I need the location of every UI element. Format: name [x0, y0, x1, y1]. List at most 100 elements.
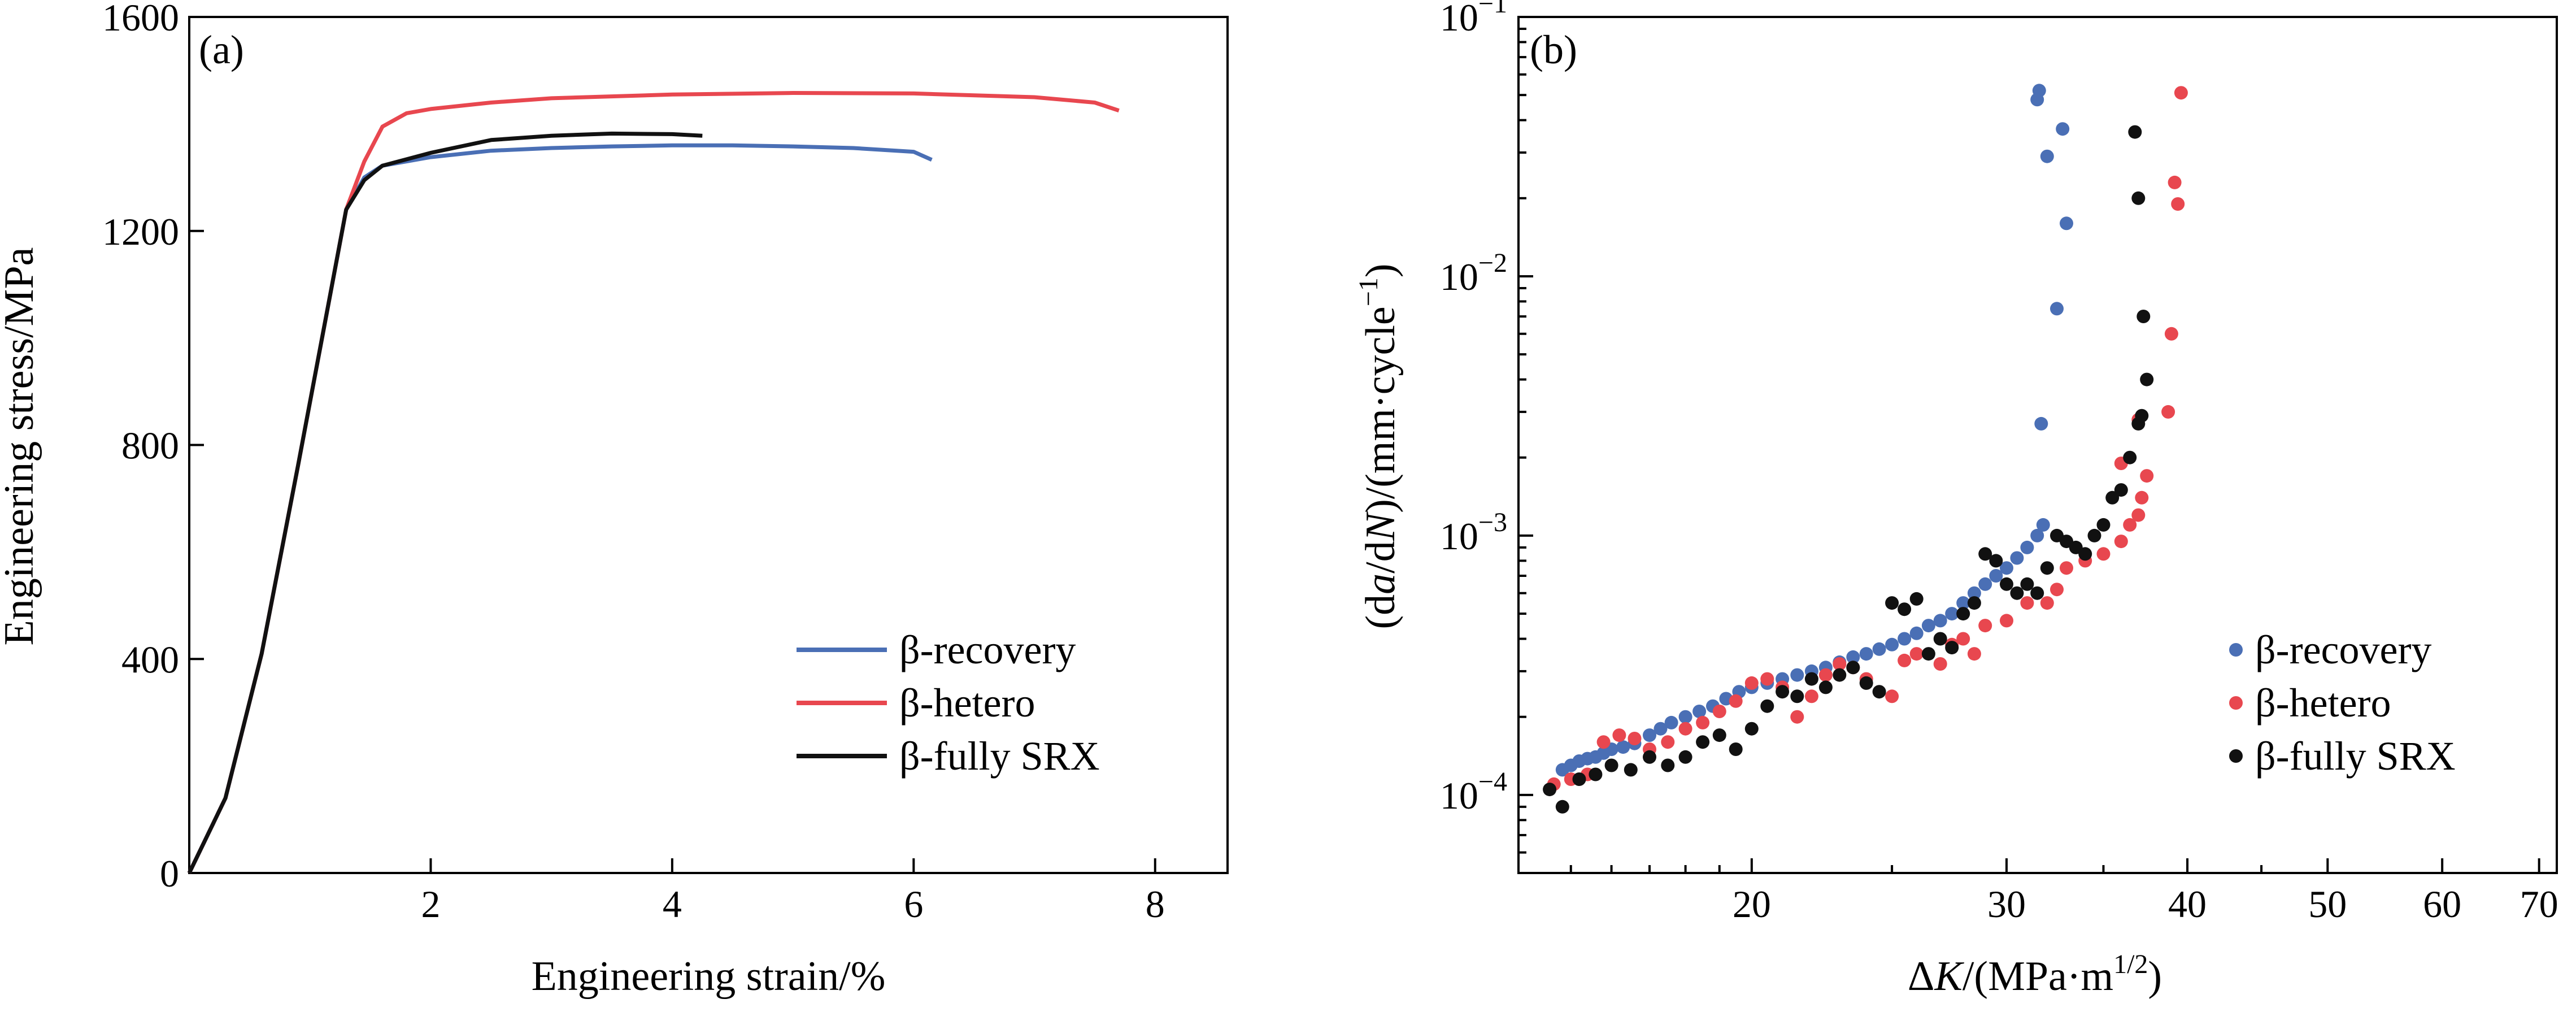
data-point-hetero [1678, 722, 1692, 736]
data-point-fully-srx [1604, 758, 1618, 772]
data-point-fully-srx [1760, 699, 1774, 713]
data-point-hetero [1833, 657, 1847, 671]
data-point-recovery [2010, 551, 2024, 565]
panel-b-y-label-exp: −1 [1354, 277, 1383, 306]
panel-b-x-tick-label: 30 [1987, 883, 2026, 926]
data-point-fully-srx [2030, 586, 2044, 600]
data-point-recovery [1898, 632, 1912, 646]
data-point-recovery [2056, 122, 2070, 136]
series-line-fully-srx [187, 131, 703, 874]
panel-a-y-tick-label: 400 [121, 638, 179, 681]
panel-a-x-tick-label: 2 [421, 883, 440, 926]
panel-a-y-tick-label: 1200 [102, 210, 179, 253]
data-point-fully-srx [2010, 586, 2024, 600]
data-point-recovery [1643, 728, 1656, 742]
data-point-recovery [1956, 596, 1970, 610]
legend-label-hetero: β-hetero [899, 680, 1035, 726]
data-point-hetero [1978, 619, 1992, 633]
data-point-fully-srx [2140, 372, 2154, 386]
data-point-fully-srx [1872, 685, 1886, 699]
panel-b-x-tick-label: 60 [2423, 883, 2461, 926]
panel-b-x-tick-label: 50 [2308, 883, 2347, 926]
data-point-fully-srx [1555, 800, 1569, 814]
panel-a-y-axis-label: Engineering stress/MPa [0, 247, 42, 646]
data-point-recovery [2032, 84, 2046, 98]
data-point-fully-srx [1696, 735, 1710, 749]
data-point-fully-srx [1776, 685, 1790, 699]
data-point-fully-srx [2135, 409, 2149, 423]
data-point-hetero [1885, 689, 1899, 703]
data-point-fully-srx [2020, 577, 2034, 591]
data-point-fully-srx [1909, 592, 1924, 606]
data-point-fully-srx [1978, 547, 1992, 561]
data-point-fully-srx [2131, 191, 2146, 205]
panel-a-x-tick-label: 6 [904, 883, 923, 926]
data-point-fully-srx [2087, 528, 2101, 542]
data-point-hetero [2040, 596, 2054, 610]
legend-label-fully-srx: β-fully SRX [2255, 733, 2456, 779]
panel-a-x-tick-label: 8 [1146, 883, 1165, 926]
data-point-fully-srx [1729, 742, 1743, 756]
data-point-recovery [1859, 647, 1873, 661]
data-point-recovery [1989, 569, 2003, 583]
panel-b-y-tick-label: 10−1 [1440, 0, 1507, 39]
legend-label-recovery: β-recovery [899, 627, 1076, 672]
panel-b-y-label-unit: )/(mm·cycle [1357, 306, 1404, 513]
data-point-fully-srx [1643, 750, 1656, 764]
data-point-recovery [1790, 668, 1804, 682]
data-point-fully-srx [1661, 758, 1675, 772]
data-point-hetero [2050, 583, 2064, 597]
data-point-recovery [1933, 614, 1947, 628]
data-point-hetero [1661, 735, 1675, 749]
data-point-hetero [1712, 705, 1726, 718]
data-point-recovery [2034, 416, 2048, 431]
data-point-hetero [2000, 614, 2013, 628]
data-point-recovery [1678, 710, 1692, 724]
data-point-fully-srx [2128, 125, 2142, 139]
data-point-hetero [2140, 469, 2154, 483]
data-point-hetero [2020, 596, 2034, 610]
data-point-fully-srx [1885, 596, 1899, 610]
data-point-fully-srx [2096, 518, 2111, 532]
data-point-hetero [2168, 175, 2182, 189]
data-point-hetero [2171, 197, 2185, 211]
data-point-recovery [2040, 149, 2054, 163]
data-point-fully-srx [1945, 641, 1959, 655]
panel-b-y-label-close: ) [1357, 263, 1404, 277]
data-point-fully-srx [1898, 602, 1912, 616]
data-point-fully-srx [1956, 607, 1970, 621]
data-point-recovery [1967, 586, 1981, 600]
data-point-fully-srx [2000, 577, 2013, 591]
data-point-hetero [1804, 689, 1818, 703]
panel-b-y-label-a: a [1357, 574, 1404, 594]
panel-a-y-tick-label: 1600 [102, 0, 179, 39]
data-point-fully-srx [1967, 596, 1981, 610]
data-point-hetero [2114, 535, 2128, 549]
series-line-recovery [187, 143, 933, 874]
data-point-hetero [2174, 86, 2188, 100]
data-point-hetero [2131, 508, 2146, 522]
panel-b-x-tick-label: 70 [2520, 883, 2558, 926]
panel-a-x-axis-label: Engineering strain/% [532, 953, 886, 1000]
data-point-hetero [1898, 653, 1912, 667]
data-point-fully-srx [1846, 661, 1860, 675]
data-point-fully-srx [1859, 676, 1873, 690]
data-point-fully-srx [1790, 689, 1804, 703]
panel-b-label: (b) [1530, 27, 1577, 72]
panel-b-y-label-slash: /d [1357, 541, 1404, 574]
data-point-fully-srx [1833, 668, 1847, 682]
data-point-recovery [1885, 637, 1899, 651]
panel-b-x-label-delta: Δ [1908, 953, 1935, 1000]
data-point-fully-srx [2105, 490, 2120, 505]
panel-a-y-tick-label: 800 [121, 424, 179, 467]
data-point-recovery [1945, 607, 1959, 621]
data-point-hetero [1696, 715, 1710, 729]
panel-b-y-label-open: (d [1357, 594, 1404, 629]
panel-b-plot-frame [1517, 16, 2558, 874]
data-point-hetero [2135, 490, 2149, 505]
panel-b-y-tick-label: 10−4 [1440, 767, 1507, 817]
data-point-hetero [1956, 632, 1970, 646]
data-point-recovery [2060, 216, 2073, 231]
panel-b-x-tick-label: 20 [1733, 883, 1771, 926]
panel-b-x-label-exp: 1/2 [2113, 949, 2148, 979]
